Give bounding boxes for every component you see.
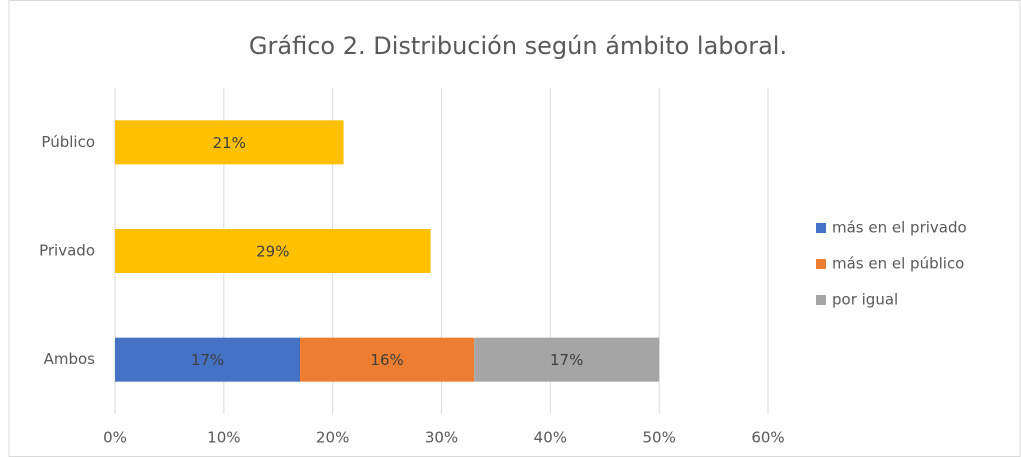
data-label: 17% (550, 351, 583, 369)
x-tick-label: 20% (316, 429, 349, 447)
legend-swatch (816, 259, 826, 269)
data-label: 17% (191, 351, 224, 369)
bar (115, 337, 301, 382)
y-tick-label: Privado (39, 242, 95, 260)
x-tick-label: 60% (751, 429, 784, 447)
legend-swatch (816, 295, 826, 305)
x-tick-label: 50% (642, 429, 675, 447)
x-tick-label: 40% (534, 429, 567, 447)
data-label: 21% (213, 134, 246, 152)
legend-label: más en el privado (832, 219, 967, 237)
legend-label: más en el público (832, 255, 964, 273)
x-tick-label: 10% (207, 429, 240, 447)
bar (115, 120, 344, 165)
bar (474, 337, 660, 382)
bar (300, 337, 475, 382)
bar (115, 229, 431, 273)
x-tick-label: 0% (103, 429, 127, 447)
legend-swatch (816, 223, 826, 233)
data-label: 29% (256, 243, 289, 261)
data-label: 16% (370, 351, 403, 369)
chart-title: Gráfico 2. Distribución según ámbito lab… (249, 32, 787, 60)
legend-label: por igual (832, 291, 898, 309)
y-tick-label: Público (41, 133, 95, 151)
y-tick-label: Ambos (44, 350, 96, 368)
x-tick-label: 30% (425, 429, 458, 447)
